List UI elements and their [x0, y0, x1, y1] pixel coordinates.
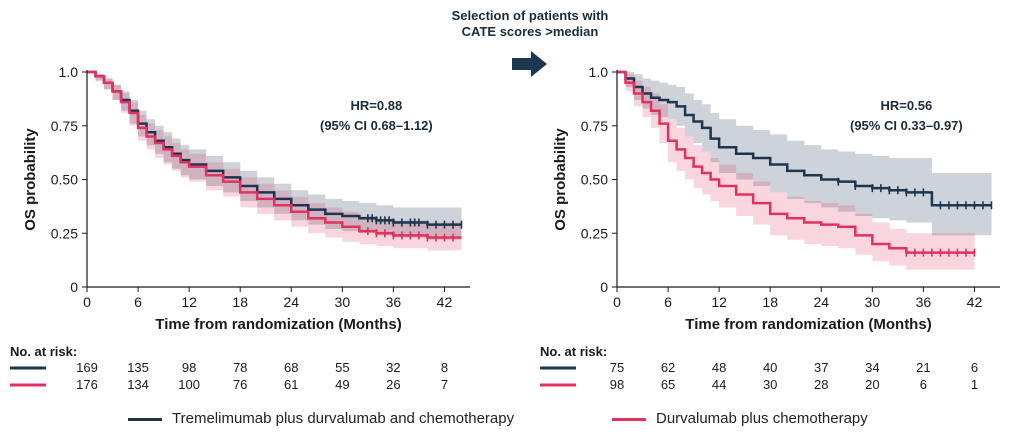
selection-header: Selection of patients with CATE scores >…: [430, 8, 630, 40]
x-tick-label: 30: [865, 294, 881, 310]
x-tick-label: 6: [134, 294, 142, 310]
risk-count: 6: [971, 360, 978, 375]
x-tick-label: 18: [762, 294, 778, 310]
x-tick-label: 42: [437, 294, 453, 310]
y-tick-label: 0.75: [51, 118, 78, 134]
risk-count: 55: [335, 360, 349, 375]
hr-value: HR=0.56: [881, 98, 933, 113]
legend-item-treme: Tremelimumab plus durvalumab and chemoth…: [128, 410, 514, 427]
x-tick-label: 36: [386, 294, 402, 310]
legend-swatch-treme: [128, 417, 162, 421]
ci-band-durva: [617, 72, 975, 270]
hr-ci: (95% CI 0.33–0.97): [850, 118, 963, 133]
risk-count: 21: [916, 360, 930, 375]
x-tick-label: 0: [613, 294, 621, 310]
legend-label-treme: Tremelimumab plus durvalumab and chemoth…: [172, 410, 515, 427]
selection-header-line2: CATE scores >median: [461, 24, 599, 39]
risk-count: 49: [335, 377, 349, 392]
km-curve-treme: [617, 70, 992, 207]
y-tick-label: 0: [70, 279, 78, 295]
x-tick-label: 18: [232, 294, 248, 310]
risk-count: 134: [127, 377, 149, 392]
x-tick-label: 24: [813, 294, 829, 310]
x-tick-label: 12: [181, 294, 197, 310]
y-axis-label: OS probability: [22, 128, 39, 231]
ci-band-treme: [617, 72, 992, 236]
risk-count: 169: [76, 360, 98, 375]
km-curve-durva: [87, 70, 462, 239]
risk-count: 26: [386, 377, 400, 392]
y-tick-label: 0.25: [581, 225, 608, 241]
y-tick-label: 0.50: [51, 172, 78, 188]
risk-table-title: No. at risk:: [10, 344, 77, 359]
risk-count: 98: [182, 360, 196, 375]
y-axis-label: OS probability: [552, 128, 569, 231]
km-curve-treme: [87, 70, 462, 226]
risk-count: 98: [610, 377, 624, 392]
risk-count: 7: [441, 377, 448, 392]
km-panel-1: 0 0.25 0.50 0.75 1.0 0 6 12 18 24 30 36 42 Time from …: [10, 64, 470, 392]
x-tick-label: 24: [283, 294, 299, 310]
y-tick-label: 1.0: [59, 64, 79, 80]
x-tick-label: 36: [916, 294, 932, 310]
risk-count: 6: [920, 377, 927, 392]
risk-count: 68: [284, 360, 298, 375]
risk-count: 78: [233, 360, 247, 375]
risk-count: 40: [763, 360, 777, 375]
y-tick-label: 1.0: [589, 64, 609, 80]
x-tick-label: 30: [335, 294, 351, 310]
y-tick-label: 0.75: [581, 118, 608, 134]
risk-count: 76: [233, 377, 247, 392]
y-tick-label: 0: [600, 279, 608, 295]
risk-count: 75: [610, 360, 624, 375]
x-axis-label: Time from randomization (Months): [155, 316, 401, 333]
risk-count: 176: [76, 377, 98, 392]
risk-count: 32: [386, 360, 400, 375]
x-tick-label: 42: [967, 294, 983, 310]
legend-label-durva: Durvalumab plus chemotherapy: [656, 410, 868, 427]
risk-count: 37: [814, 360, 828, 375]
hr-value: HR=0.88: [351, 98, 403, 113]
risk-count: 48: [712, 360, 726, 375]
selection-header-line1: Selection of patients with: [451, 8, 609, 23]
risk-count: 20: [865, 377, 879, 392]
risk-count: 61: [284, 377, 298, 392]
risk-count: 65: [661, 377, 675, 392]
risk-count: 135: [127, 360, 149, 375]
risk-count: 30: [763, 377, 777, 392]
risk-count: 100: [178, 377, 200, 392]
x-axis-label: Time from randomization (Months): [685, 316, 931, 333]
risk-count: 8: [441, 360, 448, 375]
y-tick-label: 0.25: [51, 225, 78, 241]
risk-count: 34: [865, 360, 879, 375]
x-tick-label: 12: [711, 294, 727, 310]
x-tick-label: 0: [83, 294, 91, 310]
km-curve-durva: [617, 70, 975, 254]
hr-ci: (95% CI 0.68–1.12): [320, 118, 433, 133]
risk-count: 44: [712, 377, 726, 392]
legend-item-durva: Durvalumab plus chemotherapy: [612, 410, 868, 427]
legend-swatch-durva: [612, 417, 646, 421]
risk-table-title: No. at risk:: [540, 344, 607, 359]
y-tick-label: 0.50: [581, 172, 608, 188]
arrow-right-icon: [512, 51, 547, 77]
ci-band-durva: [87, 72, 462, 251]
risk-count: 28: [814, 377, 828, 392]
risk-count: 62: [661, 360, 675, 375]
x-tick-label: 6: [664, 294, 672, 310]
km-panel-2: 0 0.25 0.50 0.75 1.0 0 6 12 18 24 30 36 42 Time from …: [540, 64, 1000, 392]
risk-count: 1: [971, 377, 978, 392]
